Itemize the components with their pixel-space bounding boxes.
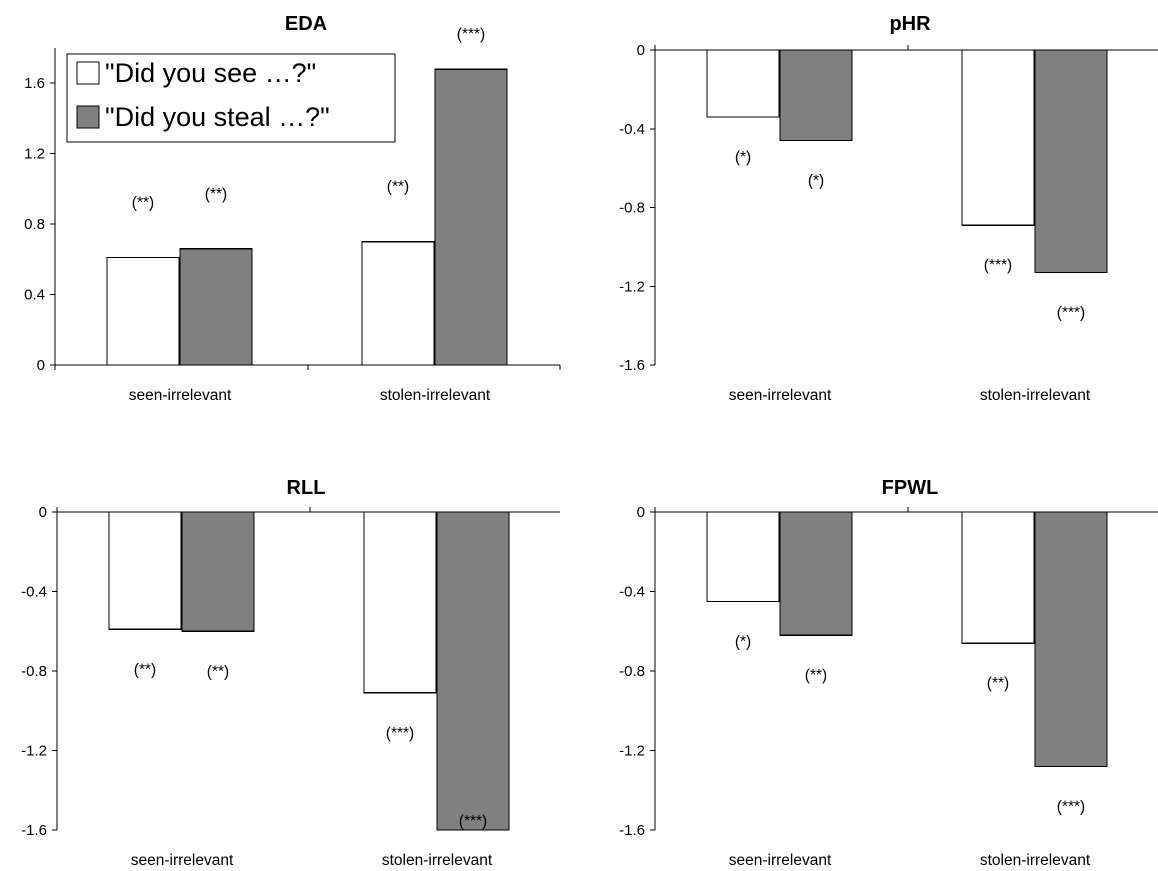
x-category-label: seen-irrelevant bbox=[729, 387, 832, 404]
bar-steal-stolen-irrelevant bbox=[1034, 511, 1108, 768]
chart-title: FPWL bbox=[882, 477, 939, 499]
y-tick-label: -0.8 bbox=[619, 200, 645, 217]
x-category-label: seen-irrelevant bbox=[729, 852, 832, 869]
x-category-label: stolen-irrelevant bbox=[980, 852, 1091, 869]
legend-entry: "Did you steal …?" bbox=[105, 102, 330, 132]
legend-entry: "Did you see …?" bbox=[105, 58, 316, 88]
bar-see-stolen-irrelevant bbox=[363, 511, 437, 694]
y-tick-label: 1.2 bbox=[24, 146, 45, 163]
bar-see-seen-irrelevant bbox=[106, 256, 180, 366]
y-tick-label: -1.6 bbox=[619, 357, 645, 374]
legend: "Did you see …?" "Did you steal …?" bbox=[66, 53, 396, 143]
y-tick-label: -0.4 bbox=[619, 121, 645, 138]
y-tick-label: -0.8 bbox=[21, 663, 47, 680]
significance-label: (***) bbox=[457, 26, 485, 43]
significance-label: (**) bbox=[134, 661, 156, 678]
chart-panel-rll: RLL 0 -0.4 -0.8 -1.2 -1.6 seen-irrelevant stole… bbox=[21, 477, 560, 869]
y-tick-label: -1.2 bbox=[21, 743, 47, 760]
significance-label: (*) bbox=[735, 149, 751, 166]
bar-see-stolen-irrelevant bbox=[361, 241, 435, 366]
y-tick-label: 0.4 bbox=[24, 287, 45, 304]
legend-swatch bbox=[76, 61, 100, 85]
chart-panel-fpwl: FPWL 0 -0.4 -0.8 -1.2 -1.6 seen-irrelevant stol… bbox=[619, 477, 1158, 869]
y-tick-label: -0.4 bbox=[21, 584, 47, 601]
bar-steal-stolen-irrelevant bbox=[1034, 49, 1108, 274]
significance-label: (**) bbox=[805, 667, 827, 684]
significance-label: (**) bbox=[987, 675, 1009, 692]
y-tick-label: -0.8 bbox=[619, 663, 645, 680]
significance-label: (***) bbox=[984, 257, 1012, 274]
significance-label: (***) bbox=[1057, 798, 1085, 815]
y-tick-label: -0.4 bbox=[619, 584, 645, 601]
significance-label: (**) bbox=[205, 186, 227, 203]
bar-steal-seen-irrelevant bbox=[779, 49, 853, 142]
y-tick-label: -1.2 bbox=[619, 278, 645, 295]
bar-steal-stolen-irrelevant bbox=[434, 68, 508, 366]
y-tick-label: 0 bbox=[637, 504, 645, 521]
x-category-label: stolen-irrelevant bbox=[380, 387, 491, 404]
bar-steal-seen-irrelevant bbox=[181, 511, 255, 632]
significance-label: (***) bbox=[386, 725, 414, 742]
bar-see-stolen-irrelevant bbox=[961, 49, 1035, 226]
bar-see-seen-irrelevant bbox=[706, 49, 780, 118]
bar-steal-stolen-irrelevant bbox=[436, 511, 510, 831]
x-category-label: seen-irrelevant bbox=[131, 852, 234, 869]
bar-see-seen-irrelevant bbox=[108, 511, 182, 630]
bar-steal-seen-irrelevant bbox=[779, 511, 853, 636]
legend-box bbox=[66, 53, 396, 143]
y-tick-label: 1.6 bbox=[24, 75, 45, 92]
chart-panel-phr: pHR 0 -0.4 -0.8 -1.2 -1.6 seen-irrelevant stole… bbox=[619, 13, 1158, 404]
legend-swatch bbox=[76, 105, 100, 129]
y-tick-label: -1.6 bbox=[619, 822, 645, 839]
x-category-label: seen-irrelevant bbox=[129, 387, 232, 404]
significance-label: (*) bbox=[735, 633, 751, 650]
y-tick-label: 0 bbox=[39, 504, 47, 521]
chart-title: EDA bbox=[285, 13, 327, 35]
significance-label: (*) bbox=[808, 173, 824, 190]
chart-title: pHR bbox=[889, 13, 931, 35]
significance-label: (***) bbox=[459, 813, 487, 830]
significance-label: (**) bbox=[207, 663, 229, 680]
bar-see-seen-irrelevant bbox=[706, 511, 780, 603]
y-tick-label: -1.6 bbox=[21, 822, 47, 839]
significance-label: (**) bbox=[387, 179, 409, 196]
bar-steal-seen-irrelevant bbox=[179, 248, 253, 366]
chart-title: RLL bbox=[287, 477, 326, 499]
y-tick-label: 0 bbox=[637, 42, 645, 59]
significance-label: (***) bbox=[1057, 304, 1085, 321]
x-category-label: stolen-irrelevant bbox=[980, 387, 1091, 404]
significance-label: (**) bbox=[132, 195, 154, 212]
y-tick-label: 0 bbox=[37, 357, 45, 374]
y-tick-label: 0.8 bbox=[24, 216, 45, 233]
y-tick-label: -1.2 bbox=[619, 743, 645, 760]
x-category-label: stolen-irrelevant bbox=[382, 852, 493, 869]
chart-panel-eda: EDA 0 0.4 0.8 1.2 1.6 seen-irrelevant stolen-ir… bbox=[24, 13, 561, 404]
bar-see-stolen-irrelevant bbox=[961, 511, 1035, 644]
